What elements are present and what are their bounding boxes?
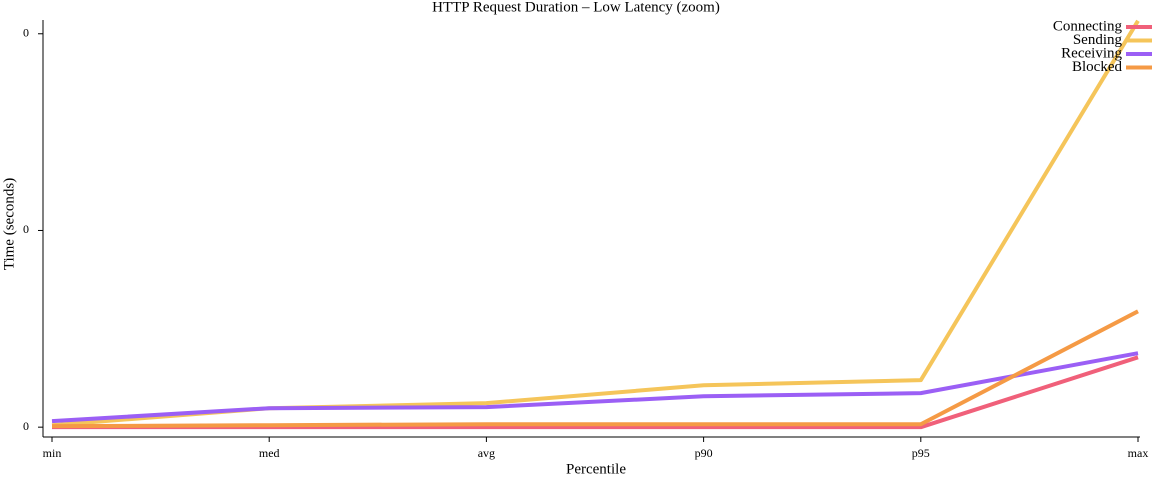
series-line [51, 351, 1139, 424]
legend-label: Receiving [1061, 45, 1122, 61]
x-tick-label: max [1128, 446, 1149, 460]
y-axis-label: Time (seconds) [1, 178, 17, 270]
x-tick-label: avg [478, 446, 495, 460]
chart-title: HTTP Request Duration – Low Latency (zoo… [432, 0, 720, 15]
x-tick-label: p90 [695, 446, 713, 460]
y-tick-label: 0 [23, 419, 29, 433]
y-tick-label: 0 [23, 26, 29, 40]
x-tick-label: med [259, 446, 280, 460]
legend-label: Blocked [1072, 59, 1122, 75]
x-axis-label: Percentile [566, 461, 626, 477]
y-tick-label: 0 [23, 222, 29, 236]
legend-label: Sending [1073, 32, 1123, 48]
x-tick-label: p95 [912, 446, 930, 460]
legend-label: Connecting [1053, 18, 1123, 34]
series-line [51, 19, 1140, 428]
x-tick-label: min [43, 446, 62, 460]
series-line [51, 309, 1139, 429]
